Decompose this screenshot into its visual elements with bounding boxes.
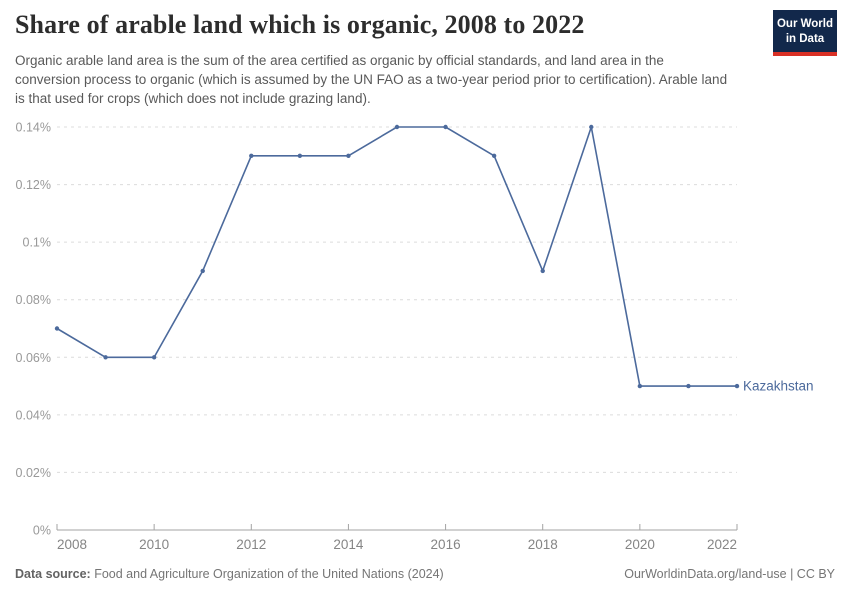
y-tick-label: 0.1% [23,236,52,250]
data-point [734,383,740,389]
x-tick-label: 2014 [333,537,364,552]
y-tick-label: 0% [33,524,51,538]
data-point [686,383,691,389]
owid-logo-line1: Our World [776,18,833,30]
data-point [346,153,351,158]
data-source-label[interactable]: Data source: [15,567,91,581]
owid-logo[interactable]: Our World in Data [773,10,837,56]
x-tick-label: 2018 [528,537,558,552]
x-tick-label: 2020 [625,537,655,552]
data-line [56,126,737,387]
data-point [491,153,497,158]
x-tick-label: 2012 [236,537,266,552]
data-point [297,153,303,158]
data-point [103,355,108,360]
chart-subtitle: Organic arable land area is the sum of t… [15,53,728,106]
y-tick-label: 0.04% [16,408,51,422]
data-point [394,124,400,130]
x-tick-label: 2008 [57,537,87,552]
chart-footer: Data source: Food and Agriculture Organi… [15,567,835,581]
data-point [637,383,643,389]
data-point [200,268,205,274]
data-point [151,355,157,360]
y-tick-label: 0.02% [16,466,51,480]
y-tick-label: 0.14% [16,121,51,135]
y-tick-label: 0.08% [16,293,51,307]
data-point [249,153,254,158]
data-source: Data source: Food and Agriculture Organi… [15,567,444,581]
x-tick-label: 2016 [431,537,461,552]
owid-logo-line2: in Data [785,32,825,45]
x-tick-label: 2010 [139,537,169,552]
x-tick-label: 2022 [707,537,737,552]
license-credit-link[interactable]: OurWorldinData.org/land-use | CC BY [624,567,835,581]
series-label: Kazakhstan [743,379,814,394]
data-point [54,326,60,331]
y-tick-label: 0.12% [16,178,51,192]
page-title: Share of arable land which is organic, 2… [15,10,585,39]
data-source-text: Food and Agriculture Organization of the… [90,567,444,581]
data-point [589,124,594,130]
data-point [540,268,545,274]
data-point [443,124,448,130]
y-tick-label: 0.06% [16,351,51,365]
